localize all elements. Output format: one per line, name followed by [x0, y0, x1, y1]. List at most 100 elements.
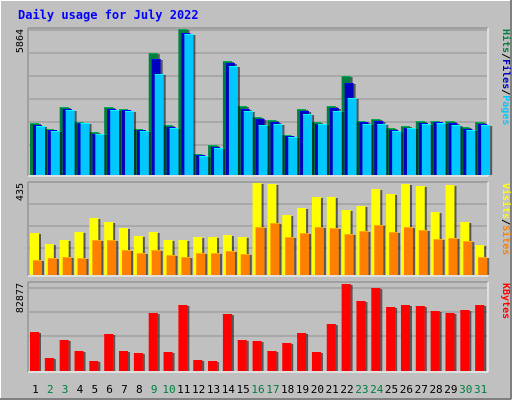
- bar-kbytes-shadow: [202, 361, 205, 371]
- bar-kbytes-shadow: [172, 353, 175, 371]
- bar-pages: [466, 130, 478, 175]
- bar-kbytes-fill: [386, 307, 396, 371]
- bar-kbytes-fill: [119, 351, 129, 371]
- bar-hits-highlight: [267, 120, 277, 121]
- bar-sites-highlight: [136, 253, 146, 254]
- bar-visits-shadow: [83, 233, 86, 275]
- bar-pages: [258, 125, 270, 175]
- bar-files-highlight: [196, 155, 206, 156]
- bar-visits-highlight: [59, 240, 69, 241]
- bar-sites: [122, 250, 134, 275]
- bar-sites-shadow: [190, 258, 193, 275]
- bar-visits-highlight: [208, 237, 218, 238]
- bar-kbytes-highlight: [89, 361, 99, 362]
- bar-pages: [451, 125, 463, 175]
- bar-kbytes-fill: [148, 313, 158, 371]
- legend-entry: KBytes: [500, 283, 511, 319]
- bar-sites: [285, 237, 297, 275]
- bar-kbytes: [371, 288, 383, 371]
- bar-kbytes-shadow: [320, 353, 323, 371]
- bar-sites-highlight: [33, 260, 42, 261]
- bar-pages: [110, 110, 122, 175]
- bar-kbytes-fill: [371, 288, 381, 371]
- bar-pages-highlight: [303, 114, 313, 115]
- bar-sites: [300, 233, 312, 275]
- bar-pages-highlight: [184, 34, 194, 35]
- bar-sites-highlight: [418, 230, 428, 231]
- bar-files-highlight: [433, 122, 443, 123]
- bar-kbytes: [237, 340, 249, 371]
- bar-pages-highlight: [36, 126, 45, 127]
- bar-pages-fill: [154, 74, 164, 175]
- x-axis-labels: 1 2 3 4 5 6 7 8 9 10 11 12 13 14 15 16 17 18 19 20 21 22 23 24 2…: [32, 383, 487, 396]
- bar-sites-fill: [122, 250, 132, 275]
- bar-sites-highlight: [300, 233, 310, 234]
- bar-kbytes-highlight: [267, 351, 277, 352]
- bar-files-highlight: [211, 147, 221, 148]
- bar-kbytes: [178, 305, 190, 371]
- legend-entry: Pages: [500, 95, 511, 125]
- bar-sites-highlight: [403, 227, 413, 228]
- bar-kbytes-fill: [311, 352, 321, 371]
- legend-entry: Sites: [500, 225, 512, 255]
- bar-files-highlight: [270, 122, 280, 123]
- bar-sites-shadow: [279, 224, 282, 275]
- bar-sites-highlight: [151, 250, 161, 251]
- bar-sites-highlight: [240, 254, 250, 255]
- bar-pages-highlight: [466, 130, 476, 131]
- bar-visits-highlight: [222, 235, 232, 236]
- bar-pages-highlight: [50, 131, 60, 132]
- bar-sites-shadow: [383, 226, 386, 275]
- bar-pages: [125, 111, 137, 175]
- bar-files-highlight: [122, 110, 132, 111]
- bar-kbytes-fill: [133, 353, 143, 371]
- x-tick-label: 23: [355, 383, 368, 396]
- bar-pages-shadow: [252, 112, 255, 175]
- bar-pages: [199, 156, 211, 175]
- bar-sites-shadow: [442, 240, 445, 275]
- legend-entry: Hits: [500, 29, 512, 53]
- bar-pages-fill: [421, 124, 431, 175]
- bar-files-highlight: [181, 33, 191, 34]
- bar-pages-shadow: [45, 127, 47, 175]
- x-tick-label: 10: [162, 383, 175, 396]
- bar-sites-fill: [47, 258, 57, 275]
- x-tick-label: 9: [151, 383, 158, 396]
- bar-sites-fill: [374, 225, 384, 275]
- bar-pages: [273, 124, 285, 175]
- bar-kbytes-fill: [237, 340, 247, 371]
- bar-sites-fill: [33, 260, 42, 275]
- x-tick-label: 16: [251, 383, 264, 396]
- bar-pages-fill: [65, 110, 75, 175]
- bar-pages-fill: [199, 156, 209, 175]
- bar-kbytes-highlight: [163, 352, 173, 353]
- bar-hits-highlight: [311, 122, 321, 123]
- bar-sites-fill: [211, 253, 221, 275]
- bar-hits-highlight: [44, 129, 54, 130]
- bar-visits-highlight: [163, 240, 173, 241]
- bar-pages-fill: [258, 125, 268, 175]
- bar-kbytes-fill: [252, 341, 262, 371]
- bar-kbytes-shadow: [157, 314, 160, 371]
- bar-visits-highlight: [326, 197, 336, 198]
- bar-sites-shadow: [205, 254, 208, 275]
- bar-pages-shadow: [341, 112, 344, 175]
- bar-kbytes-highlight: [30, 332, 39, 333]
- bar-files-highlight: [240, 109, 250, 110]
- bar-pages-highlight: [258, 125, 268, 126]
- bar-kbytes-highlight: [326, 324, 336, 325]
- legend-entry: /: [500, 219, 511, 225]
- x-tick-label: 29: [444, 383, 457, 396]
- bar-hits-highlight: [133, 129, 143, 130]
- bar-sites-fill: [329, 228, 339, 275]
- bar-pages-fill: [481, 125, 491, 175]
- bar-kbytes-shadow: [142, 354, 145, 371]
- bar-sites-highlight: [329, 228, 339, 229]
- bar-pages-fill: [347, 98, 357, 175]
- bar-kbytes-highlight: [386, 307, 396, 308]
- bar-pages: [154, 74, 166, 175]
- bar-pages: [303, 114, 315, 175]
- bar-sites-highlight: [166, 255, 176, 256]
